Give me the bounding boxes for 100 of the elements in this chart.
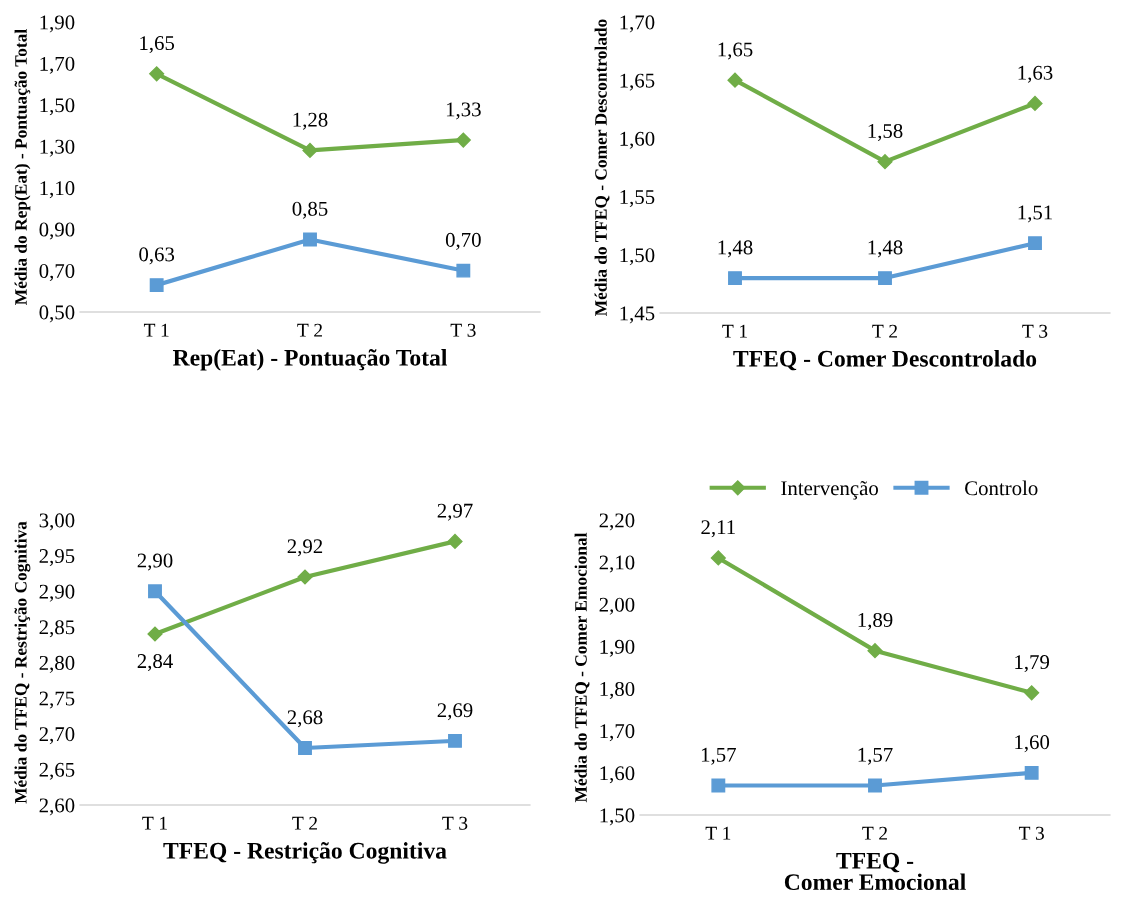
data-label: 1,48 xyxy=(868,240,903,258)
data-label: 2,69 xyxy=(437,703,473,721)
y-tick-label: 2,10 xyxy=(599,555,635,573)
y-tick-label: 2,75 xyxy=(39,691,75,709)
x-axis-title: TFEQ - Restrição Cognitiva xyxy=(163,842,447,864)
y-tick-label: 2,85 xyxy=(39,620,75,638)
data-label: 1,58 xyxy=(868,123,903,141)
x-tick-label: T 2 xyxy=(862,826,887,840)
y-tick-label: 2,00 xyxy=(599,597,635,615)
y-tick-label: 1,45 xyxy=(620,306,655,324)
data-label: 1,57 xyxy=(858,747,893,765)
point xyxy=(728,271,742,286)
y-axis-title: Média do TFEQ - Restrição Cognitiva xyxy=(14,521,31,804)
y-tick-label: 1,55 xyxy=(620,190,655,208)
y-axis-title: Média do TFEQ - Comer Emocional xyxy=(574,532,590,803)
data-label: 1,79 xyxy=(1015,655,1050,673)
y-tick-label: 0,90 xyxy=(39,222,75,240)
y-tick-label: 1,90 xyxy=(600,639,635,657)
y-tick-label: 2,20 xyxy=(599,513,635,531)
data-label: 1,51 xyxy=(1018,205,1052,223)
point xyxy=(727,72,743,88)
y-tick-label: 1,30 xyxy=(40,139,75,157)
x-axis-title: TFEQ - Comer Descontrolado xyxy=(733,350,1037,371)
x-tick-label: T 2 xyxy=(872,324,897,338)
data-label: 1,65 xyxy=(718,42,753,60)
x-axis-title: Rep(Eat) - Pontuação Total xyxy=(172,349,448,371)
x-tick-label: T 2 xyxy=(292,816,317,830)
y-tick-label: 2,60 xyxy=(39,798,75,816)
point xyxy=(448,733,462,748)
point xyxy=(447,533,463,549)
y-tick-label: 1,50 xyxy=(620,248,655,266)
point xyxy=(297,569,313,585)
y-tick-label: 2,65 xyxy=(39,762,75,780)
data-label: 2,97 xyxy=(437,503,473,521)
point xyxy=(149,278,164,293)
y-tick-label: 2,70 xyxy=(39,727,75,745)
y-tick-label: 1,10 xyxy=(40,181,75,199)
point xyxy=(149,66,165,82)
data-label: 0,63 xyxy=(139,247,175,265)
legend-label: Intervenção xyxy=(781,481,878,500)
point xyxy=(1028,236,1042,251)
point xyxy=(303,232,317,247)
data-label: 0,85 xyxy=(292,201,328,219)
x-tick-label: T 1 xyxy=(722,324,747,338)
data-label: 2,68 xyxy=(287,710,323,728)
point xyxy=(456,263,471,278)
x-tick-label: T 1 xyxy=(143,323,169,337)
point xyxy=(867,643,883,659)
point xyxy=(878,271,892,286)
x-tick-label: T 2 xyxy=(297,323,322,337)
data-label: 1,63 xyxy=(1018,65,1053,83)
y-tick-label: 1,90 xyxy=(40,15,75,33)
point xyxy=(1024,765,1039,780)
y-axis-title: Média do TFEQ - Comer Descontrolado xyxy=(594,19,610,316)
point xyxy=(147,626,163,642)
y-axis-title: Média do Rep(Eat) - Pontuação Total xyxy=(14,29,31,305)
data-label: 0,70 xyxy=(445,232,481,250)
y-tick-label: 1,50 xyxy=(40,98,75,116)
point xyxy=(711,778,726,793)
data-label: 2,84 xyxy=(137,654,173,672)
y-tick-label: 2,95 xyxy=(39,549,75,567)
data-label: 1,33 xyxy=(446,102,481,120)
data-label: 2,11 xyxy=(701,520,735,538)
point xyxy=(710,550,726,566)
point xyxy=(877,154,893,170)
y-tick-label: 0,70 xyxy=(39,263,75,281)
point xyxy=(298,741,312,755)
y-tick-label: 1,70 xyxy=(40,56,75,74)
point xyxy=(1027,95,1043,112)
data-label: 1,48 xyxy=(718,240,753,258)
data-label: 1,60 xyxy=(1015,735,1050,753)
data-label: 1,28 xyxy=(293,112,328,130)
data-label: 1,89 xyxy=(858,612,893,630)
y-tick-label: 2,90 xyxy=(39,584,75,602)
x-tick-label: T 3 xyxy=(450,323,476,337)
y-tick-label: 3,00 xyxy=(39,513,75,531)
y-tick-label: 1,65 xyxy=(620,73,655,91)
x-tick-label: T 1 xyxy=(142,816,167,830)
legend-label: Controlo xyxy=(965,480,1038,496)
data-label: 1,57 xyxy=(701,747,736,765)
x-axis-title: TFEQ - Comer Emocional xyxy=(784,852,966,891)
y-tick-label: 2,80 xyxy=(39,655,75,673)
point xyxy=(868,778,882,793)
y-tick-label: 1,60 xyxy=(620,131,655,149)
data-label: 1,65 xyxy=(140,36,175,54)
y-tick-label: 1,50 xyxy=(600,808,635,826)
point xyxy=(1024,685,1040,701)
y-tick-label: 1,70 xyxy=(600,724,635,742)
data-label: 2,90 xyxy=(137,553,173,571)
data-label: 2,92 xyxy=(287,539,323,557)
x-tick-label: T 3 xyxy=(1022,324,1048,338)
x-tick-label: T 3 xyxy=(442,816,468,830)
x-tick-label: T 1 xyxy=(705,826,731,840)
point xyxy=(148,584,162,599)
y-tick-label: 1,70 xyxy=(620,15,655,33)
y-tick-label: 0,50 xyxy=(39,305,75,323)
point xyxy=(302,142,318,158)
y-tick-label: 1,80 xyxy=(600,681,635,699)
point xyxy=(455,132,471,148)
y-tick-label: 1,60 xyxy=(600,766,635,784)
